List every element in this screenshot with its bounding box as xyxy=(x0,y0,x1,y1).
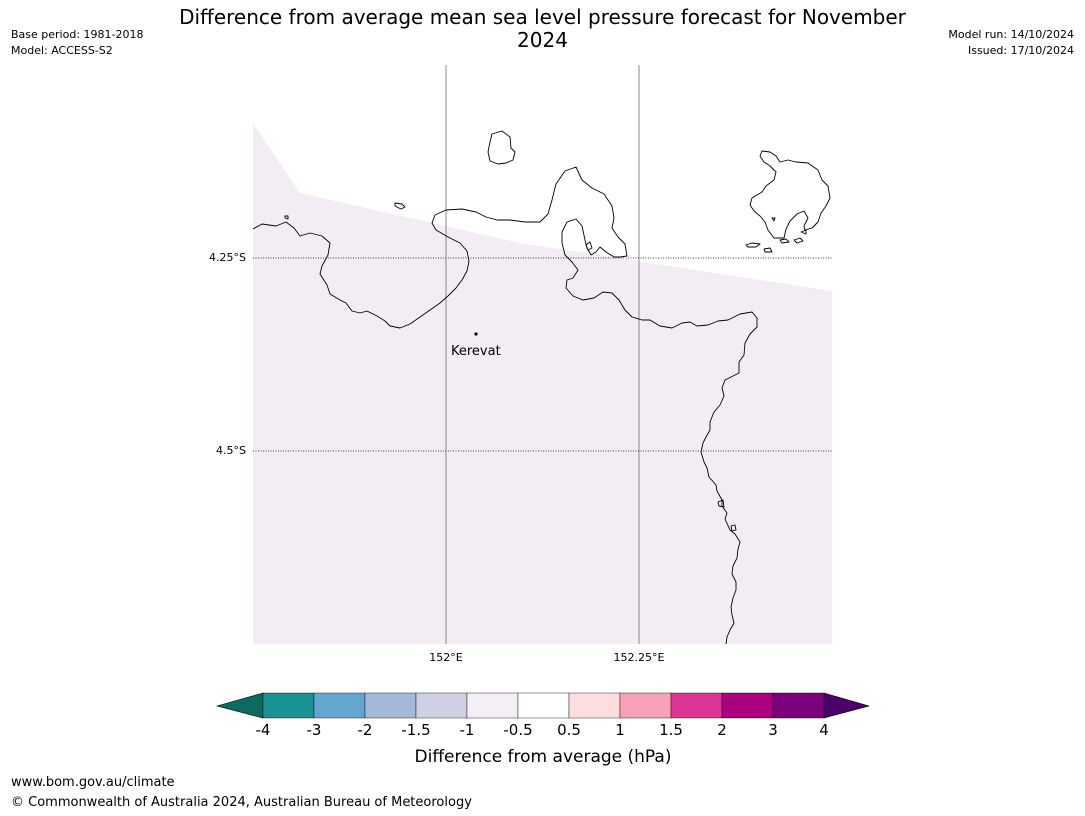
island-small-4 xyxy=(763,247,773,253)
graticule xyxy=(253,65,832,644)
issued-text: Issued: 17/10/2024 xyxy=(967,44,1074,57)
kerevat-marker xyxy=(474,332,478,336)
island-small-5 xyxy=(779,238,790,244)
island-small-6 xyxy=(793,237,804,244)
colorbar: -4 -3 -2 -1.5 -1 -0.5 0.5 1 1.5 2 3 4 Difference fr… xyxy=(215,692,871,767)
coastline-main xyxy=(252,166,758,645)
island-small-8 xyxy=(284,215,289,220)
colorbar-box-2 xyxy=(364,692,417,719)
footer: www.bom.gov.au/climate © Commonwealth of… xyxy=(11,773,472,813)
chart-title: Difference from average mean sea level p… xyxy=(179,5,906,52)
colorbar-tick-label: 4 xyxy=(819,721,829,739)
colorbar-box-1 xyxy=(313,692,366,719)
model-text: Model: ACCESS-S2 xyxy=(11,44,113,57)
island-duke-of-york xyxy=(749,150,831,239)
colorbar-label: Difference from average (hPa) xyxy=(415,747,672,767)
colorbar-box-9 xyxy=(721,692,774,719)
colorbar-box-10 xyxy=(772,692,825,719)
colorbar-tick-label: -0.5 xyxy=(503,721,532,739)
colorbar-box-0 xyxy=(262,692,315,719)
footer-url[interactable]: www.bom.gov.au/climate xyxy=(11,775,175,790)
colorbar-box-3 xyxy=(415,692,468,719)
footer-copyright: © Commonwealth of Australia 2024, Austra… xyxy=(11,795,472,810)
lat-label-4-25: 4.25°S xyxy=(209,251,246,264)
coastlines xyxy=(252,130,831,645)
colorbar-tick-label: -4 xyxy=(256,721,271,739)
lon-label-152: 152°E xyxy=(429,651,462,664)
colorbar-tick-label: 3 xyxy=(768,721,778,739)
colorbar-box-5 xyxy=(517,692,570,719)
colorbar-tick-label: 2 xyxy=(717,721,727,739)
island-small-1 xyxy=(394,202,406,210)
meta-left: Base period: 1981-2018 Model: ACCESS-S2 xyxy=(11,27,143,59)
colorbar-over-arrow xyxy=(823,692,871,719)
meta-right: Model run: 14/10/2024 Issued: 17/10/2024 xyxy=(948,27,1074,59)
island-small-10 xyxy=(717,499,725,508)
island-small-2 xyxy=(585,241,593,251)
colorbar-tick-label: -2 xyxy=(358,721,373,739)
colorbar-box-6 xyxy=(568,692,621,719)
colorbar-box-7 xyxy=(619,692,672,719)
island-small-11 xyxy=(730,524,737,532)
colorbar-tick-label: 1.5 xyxy=(659,721,683,739)
island-small-7 xyxy=(800,229,807,235)
kerevat-label: Kerevat xyxy=(451,344,501,359)
model-run-text: Model run: 14/10/2024 xyxy=(948,28,1074,41)
colorbar-under-arrow xyxy=(215,692,264,719)
colorbar-tick-label: -3 xyxy=(307,721,322,739)
base-period-text: Base period: 1981-2018 xyxy=(11,28,144,41)
island-north xyxy=(487,130,516,165)
colorbar-tick-label: 0.5 xyxy=(557,721,581,739)
anomaly-region xyxy=(253,123,832,644)
colorbar-box-4 xyxy=(466,692,519,719)
colorbar-tick-label: -1 xyxy=(460,721,475,739)
lon-label-152-25: 152.25°E xyxy=(614,651,665,664)
colorbar-tick-label: -1.5 xyxy=(401,721,430,739)
island-small-3 xyxy=(745,242,761,248)
lat-label-4-5: 4.5°S xyxy=(216,444,246,457)
colorbar-box-8 xyxy=(670,692,723,719)
colorbar-tick-label: 1 xyxy=(615,721,625,739)
island-small-9 xyxy=(771,217,776,222)
